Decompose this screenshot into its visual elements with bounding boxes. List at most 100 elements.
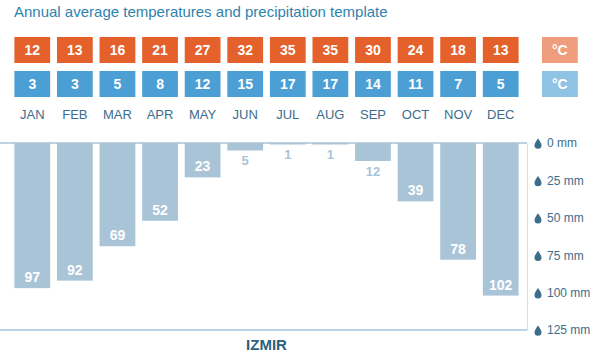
title: Annual average temperatures and precipit… bbox=[14, 3, 388, 20]
temperature-label: 30 bbox=[365, 42, 381, 58]
y-tick: 75 mm bbox=[527, 249, 584, 263]
drop-icon bbox=[535, 176, 542, 186]
x-tick-label: FEB bbox=[62, 107, 87, 122]
temperature-label: 3 bbox=[28, 76, 36, 92]
series-name: °C bbox=[552, 42, 568, 58]
x-tick: MAY bbox=[189, 107, 217, 122]
temperature-label: 16 bbox=[110, 42, 126, 58]
temperature-box bbox=[100, 71, 136, 97]
y-tick-label: 25 mm bbox=[547, 174, 584, 188]
temperature-box bbox=[185, 37, 221, 63]
x-axis: JAN FEB MAR APR MAY JUN JUL AUG SEP OCT NOV DEC bbox=[20, 107, 514, 122]
temperature-box bbox=[14, 37, 50, 63]
temperature-label: 17 bbox=[280, 76, 296, 92]
drop-icon bbox=[535, 139, 542, 149]
temperature-label: 24 bbox=[408, 42, 424, 58]
temperature-box bbox=[398, 71, 434, 97]
temperature-box bbox=[57, 71, 93, 97]
temperature-box bbox=[483, 71, 519, 97]
temperature-label: 12 bbox=[25, 42, 41, 58]
temperature-label: 14 bbox=[365, 76, 381, 92]
bar bbox=[270, 143, 306, 144]
temperature-box bbox=[355, 71, 391, 97]
data-label: 97 bbox=[25, 269, 41, 285]
data-label: 78 bbox=[450, 241, 466, 257]
temperature-label: 35 bbox=[280, 42, 296, 58]
bar bbox=[185, 143, 221, 177]
bar bbox=[14, 143, 50, 288]
y-tick: 125 mm bbox=[527, 323, 590, 337]
bar bbox=[398, 143, 434, 201]
y-tick-label: 125 mm bbox=[547, 323, 590, 337]
x-tick: MAR bbox=[103, 107, 132, 122]
x-tick-label: JUL bbox=[276, 107, 299, 122]
temperature-label: 21 bbox=[152, 42, 168, 58]
drop-icon bbox=[535, 326, 542, 336]
x-tick-label: MAY bbox=[189, 107, 217, 122]
y-tick-label: 0 mm bbox=[547, 136, 577, 150]
temperature-label: 27 bbox=[195, 42, 211, 58]
bar bbox=[142, 143, 178, 221]
x-tick: JAN bbox=[20, 107, 45, 122]
x-tick: JUN bbox=[233, 107, 258, 122]
y-axis: 0 mm 25 mm 50 mm 75 mm 100 mm 125 mm bbox=[527, 136, 590, 337]
temperature-box bbox=[270, 71, 306, 97]
data-label: 5 bbox=[242, 153, 249, 168]
temperature-label: 13 bbox=[67, 42, 83, 58]
x-tick-label: SEP bbox=[360, 107, 386, 122]
series-name: °C bbox=[552, 76, 568, 92]
temperature-box bbox=[440, 37, 476, 63]
data-label: 1 bbox=[327, 147, 334, 162]
data-label: 52 bbox=[152, 202, 168, 218]
chart: Annual average temperatures and precipit… bbox=[0, 0, 600, 355]
temperature-label: 35 bbox=[323, 42, 339, 58]
temperature-label: 12 bbox=[195, 76, 211, 92]
y-axis-line bbox=[527, 144, 528, 331]
temperature-label: 5 bbox=[497, 76, 505, 92]
unit-box bbox=[542, 71, 578, 97]
temperature-box bbox=[142, 37, 178, 63]
temperature-box bbox=[312, 71, 348, 97]
temperature-box bbox=[440, 71, 476, 97]
x-label: IZMIR bbox=[246, 336, 287, 353]
temperature-box bbox=[270, 37, 306, 63]
temperature-label: 3 bbox=[71, 76, 79, 92]
temperature-label: 17 bbox=[323, 76, 339, 92]
x-tick-label: NOV bbox=[444, 107, 473, 122]
bars bbox=[14, 143, 518, 296]
x-tick-label: JUN bbox=[233, 107, 258, 122]
bar bbox=[227, 143, 263, 150]
y-tick: 100 mm bbox=[527, 286, 590, 300]
bar bbox=[100, 143, 136, 246]
x-tick: NOV bbox=[444, 107, 473, 122]
temperature-label: 8 bbox=[156, 76, 164, 92]
y-tick-label: 50 mm bbox=[547, 211, 584, 225]
drop-icon bbox=[535, 251, 542, 261]
x-tick-label: MAR bbox=[103, 107, 132, 122]
y-tick: 50 mm bbox=[527, 211, 584, 225]
bar bbox=[57, 143, 93, 281]
y-tick-label: 75 mm bbox=[547, 249, 584, 263]
temperature-box bbox=[14, 71, 50, 97]
x-tick: FEB bbox=[62, 107, 87, 122]
temperature-box bbox=[398, 37, 434, 63]
temperature-label: 7 bbox=[454, 76, 462, 92]
data-label: 92 bbox=[67, 262, 83, 278]
x-tick-label: APR bbox=[147, 107, 174, 122]
drop-icon bbox=[535, 288, 542, 298]
temperature-row: 121316212732353530241813°C bbox=[14, 37, 577, 63]
y-tick-label: 100 mm bbox=[547, 286, 590, 300]
temperature-box bbox=[483, 37, 519, 63]
data-label: 12 bbox=[366, 164, 380, 179]
x-tick: AUG bbox=[316, 107, 344, 122]
temperature-box bbox=[312, 37, 348, 63]
x-tick-label: AUG bbox=[316, 107, 344, 122]
temperature-label: 11 bbox=[408, 76, 423, 92]
x-tick-label: DEC bbox=[487, 107, 514, 122]
x-tick: APR bbox=[147, 107, 174, 122]
temperature-box bbox=[355, 37, 391, 63]
x-tick: OCT bbox=[402, 107, 430, 122]
x-tick-label: JAN bbox=[20, 107, 45, 122]
drop-icon bbox=[535, 213, 542, 223]
y-tick: 25 mm bbox=[527, 174, 584, 188]
